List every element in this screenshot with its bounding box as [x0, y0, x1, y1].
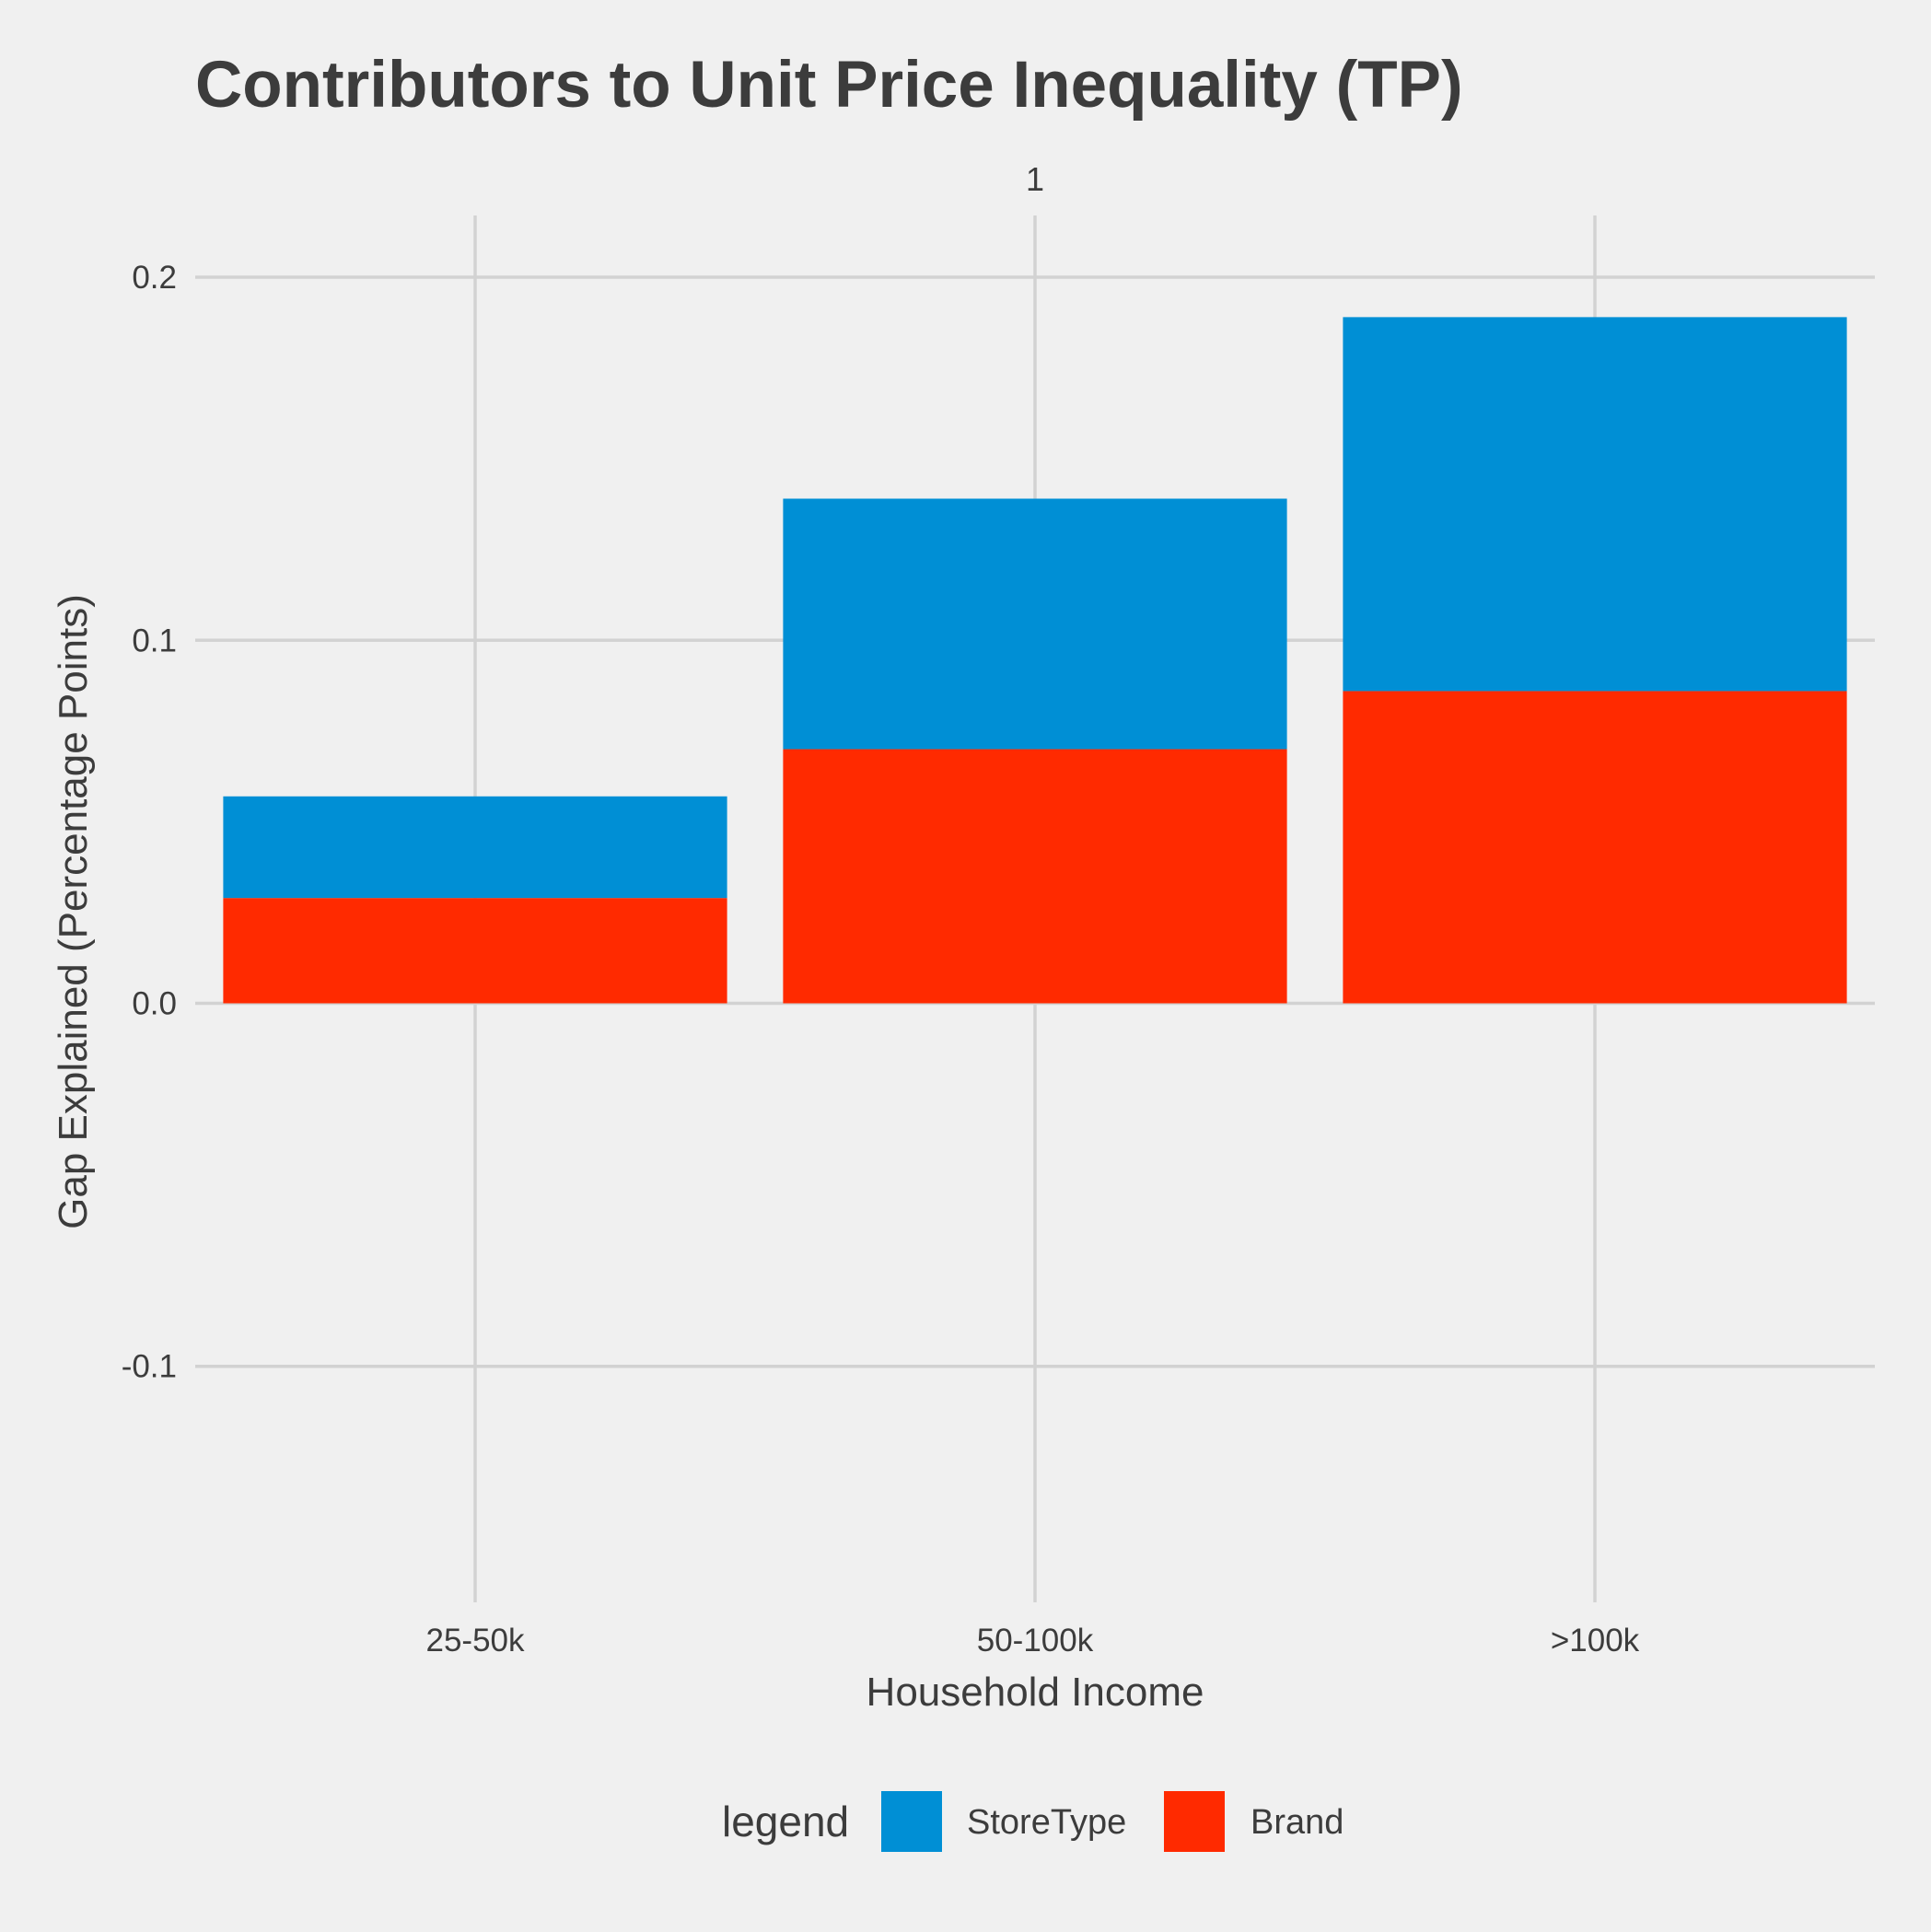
y-tick-label: 0.2 [132, 260, 177, 296]
bar-brand [1343, 691, 1847, 1004]
legend: legend StoreType Brand [722, 1791, 1344, 1852]
x-axis-title: Household Income [867, 1670, 1204, 1715]
legend-label-brand: Brand [1250, 1803, 1344, 1842]
x-tick-label: 25-50k [425, 1623, 525, 1658]
y-tick-labels: -0.1 0.0 0.1 0.2 [122, 260, 177, 1385]
legend-label-storetype: StoreType [967, 1803, 1126, 1842]
bar-brand [783, 749, 1287, 1004]
legend-swatch-brand [1164, 1791, 1225, 1852]
bar-storetype [1343, 317, 1847, 692]
x-tick-labels: 25-50k 50-100k >100k [425, 1623, 1639, 1658]
legend-swatch-storetype [881, 1791, 942, 1852]
bar-storetype [783, 498, 1287, 750]
y-tick-label: 0.0 [132, 986, 177, 1022]
y-tick-label: 0.1 [132, 623, 177, 658]
chart-title: Contributors to Unit Price Inequality (T… [195, 49, 1463, 122]
bars [223, 317, 1847, 1004]
x-tick-label: >100k [1551, 1623, 1640, 1658]
x-tick-label: 50-100k [977, 1623, 1094, 1658]
facet-label: 1 [1026, 160, 1044, 198]
bar-brand [223, 898, 727, 1004]
legend-title: legend [722, 1798, 849, 1845]
bar-storetype [223, 796, 727, 899]
y-axis-title: Gap Explained (Percentage Points) [51, 594, 96, 1229]
y-tick-label: -0.1 [122, 1349, 177, 1385]
